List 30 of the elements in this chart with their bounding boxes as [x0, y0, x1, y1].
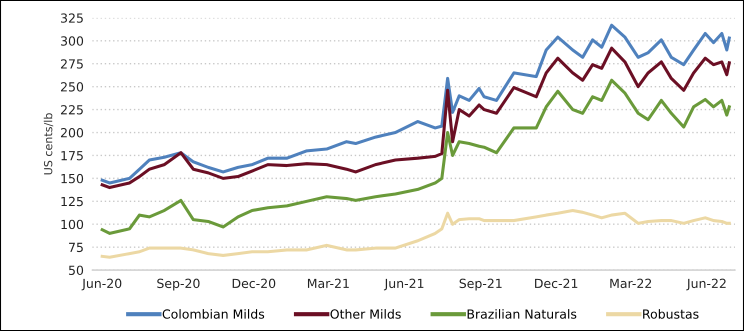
- y-tick-label: 75: [69, 242, 83, 252]
- y-tick-label: 175: [61, 151, 83, 160]
- y-tick-label: 50: [68, 266, 84, 276]
- x-tick-label: Mar-21: [308, 278, 349, 288]
- y-tick-label: 200: [60, 128, 84, 138]
- legend-label: Robustas: [643, 309, 699, 319]
- y-tick-label: 150: [61, 174, 84, 184]
- x-tick-label: Dec-21: [535, 278, 578, 288]
- x-tick-label: Sep-21: [460, 278, 502, 291]
- line-series: [100, 46, 731, 190]
- y-tick-label: 250: [60, 82, 84, 92]
- y-tick-label: 325: [61, 13, 83, 23]
- y-tick-label: 275: [60, 59, 83, 69]
- line-series: [100, 208, 731, 259]
- legend-label: Brazilian Naturals: [468, 309, 576, 319]
- x-tick-label: Mar-22: [610, 278, 652, 288]
- x-tick-label: Jun-22: [686, 278, 726, 290]
- x-tick-label: Jun-20: [82, 278, 122, 290]
- line-series: [100, 78, 731, 235]
- y-tick-label: 125: [61, 196, 83, 206]
- x-tick-label: Dec-20: [232, 278, 276, 288]
- y-tick-label: 225: [60, 105, 83, 115]
- legend-label: Colombian Milds: [162, 309, 264, 319]
- x-tick-label: Jun-21: [384, 278, 424, 290]
- y-tick-label: 300: [61, 36, 84, 46]
- y-axis-title: US cents/lb: [44, 113, 54, 174]
- x-tick-label: Sep-20: [157, 278, 200, 291]
- legend-label: Other Milds: [330, 309, 401, 319]
- line-series: [100, 24, 731, 184]
- y-tick-label: 100: [61, 220, 84, 230]
